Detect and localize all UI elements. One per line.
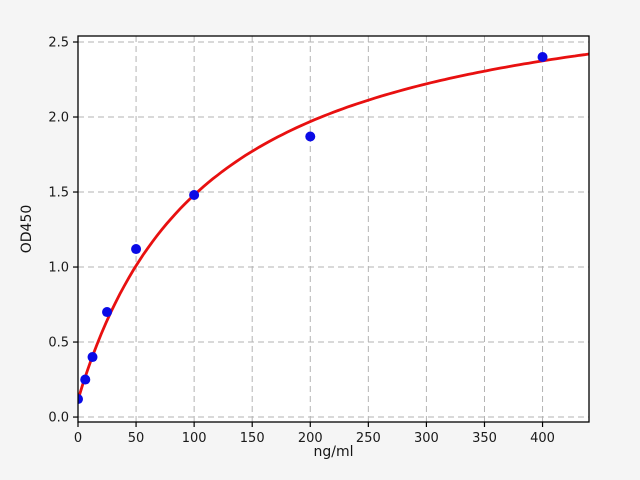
x-tick-label: 300 [414, 431, 439, 446]
y-tick-label: 2.0 [48, 111, 69, 126]
x-tick-label: 400 [530, 431, 555, 446]
y-tick-label: 1.0 [48, 261, 69, 276]
data-point [537, 52, 548, 63]
plot-area [78, 36, 589, 422]
x-tick-label: 50 [128, 431, 145, 446]
data-point [80, 374, 91, 385]
data-point [87, 352, 98, 363]
x-tick-label: 250 [356, 431, 381, 446]
x-tick-label: 200 [298, 431, 323, 446]
axes-spines [77, 35, 590, 423]
data-point [189, 190, 200, 201]
x-tick-label: 0 [74, 431, 82, 446]
data-point [102, 307, 113, 318]
y-tick-label: 0.0 [48, 411, 69, 426]
x-tick-label: 150 [240, 431, 265, 446]
data-point [78, 394, 83, 405]
tick-labels: 0 50 100 150 200 250 300 350 400 0.0 0.5 1.0 1.5 2.0 2… [48, 36, 555, 446]
gridlines [77, 36, 589, 422]
x-tick-label: 350 [472, 431, 497, 446]
y-tick-label: 2.5 [48, 36, 69, 51]
tick-marks [73, 41, 544, 427]
data-points [78, 52, 548, 405]
y-tick-label: 1.5 [48, 186, 69, 201]
x-tick-label: 100 [182, 431, 207, 446]
fit-curve [78, 52, 589, 401]
y-axis-label: OD450 [19, 204, 35, 254]
x-axis-label: ng/ml [313, 444, 354, 460]
y-tick-label: 0.5 [48, 336, 69, 351]
data-point [305, 131, 316, 142]
data-point [131, 244, 142, 255]
